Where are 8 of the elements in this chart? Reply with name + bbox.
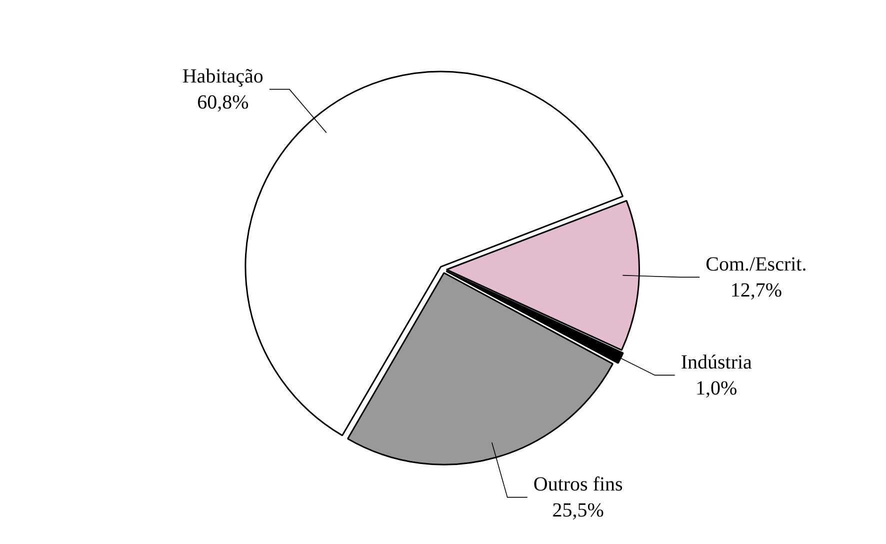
slice-label: Indústria xyxy=(680,351,752,374)
slice-label: Outros fins xyxy=(533,474,624,496)
data-label: 60,8% xyxy=(197,92,249,114)
data-label: 1,0% xyxy=(696,377,738,400)
data-label: 12,7% xyxy=(730,279,782,302)
slice-label: Com./Escrit. xyxy=(706,253,807,276)
data-label: 25,5% xyxy=(552,500,604,522)
slice-label: Habitação xyxy=(182,66,264,88)
